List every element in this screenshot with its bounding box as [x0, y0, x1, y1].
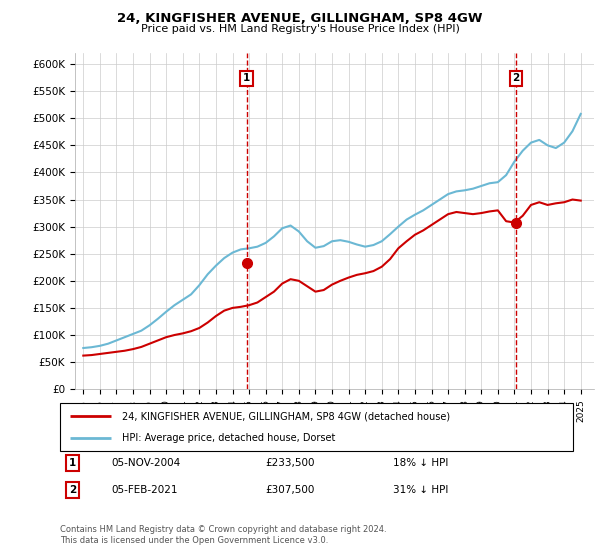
Text: 05-NOV-2004: 05-NOV-2004 [112, 458, 181, 468]
Text: 1: 1 [243, 73, 250, 83]
Text: 1: 1 [69, 458, 76, 468]
FancyBboxPatch shape [60, 403, 573, 451]
Text: 18% ↓ HPI: 18% ↓ HPI [394, 458, 449, 468]
Text: £307,500: £307,500 [265, 486, 314, 496]
Text: 05-FEB-2021: 05-FEB-2021 [112, 486, 178, 496]
Text: 24, KINGFISHER AVENUE, GILLINGHAM, SP8 4GW: 24, KINGFISHER AVENUE, GILLINGHAM, SP8 4… [117, 12, 483, 25]
Text: 2: 2 [69, 486, 76, 496]
Text: 24, KINGFISHER AVENUE, GILLINGHAM, SP8 4GW (detached house): 24, KINGFISHER AVENUE, GILLINGHAM, SP8 4… [122, 411, 449, 421]
Text: 2: 2 [512, 73, 520, 83]
Text: HPI: Average price, detached house, Dorset: HPI: Average price, detached house, Dors… [122, 433, 335, 443]
Text: Price paid vs. HM Land Registry's House Price Index (HPI): Price paid vs. HM Land Registry's House … [140, 24, 460, 34]
Text: Contains HM Land Registry data © Crown copyright and database right 2024.
This d: Contains HM Land Registry data © Crown c… [60, 525, 386, 545]
Text: £233,500: £233,500 [265, 458, 315, 468]
Text: 31% ↓ HPI: 31% ↓ HPI [394, 486, 449, 496]
